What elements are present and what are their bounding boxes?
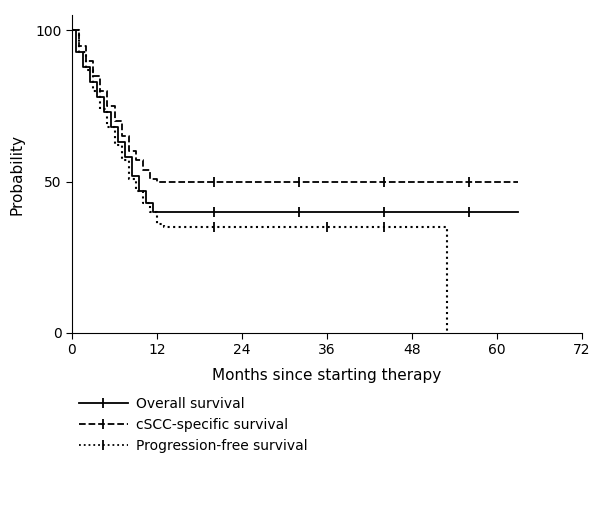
Overall survival [93, 79, 100, 85]
Overall survival [93, 94, 100, 100]
cSCC-specific survival [132, 157, 139, 163]
Progression-free survival [139, 187, 146, 194]
cSCC-specific survival [146, 166, 154, 173]
Overall survival [100, 109, 107, 115]
Progression-free survival [154, 209, 161, 215]
Progression-free survival [76, 28, 83, 34]
Progression-free survival [111, 142, 118, 148]
Overall survival [72, 49, 79, 55]
Progression-free survival [83, 49, 90, 55]
Progression-free survival [154, 221, 161, 227]
Line: Progression-free survival: Progression-free survival [72, 31, 448, 333]
Overall survival [143, 200, 150, 206]
Progression-free survival [68, 28, 76, 34]
Progression-free survival [104, 106, 111, 112]
cSCC-specific survival [125, 133, 132, 139]
Overall survival [515, 209, 522, 215]
Overall survival [115, 124, 122, 130]
Overall survival [68, 28, 76, 34]
cSCC-specific survival [89, 73, 97, 79]
Progression-free survival [97, 106, 104, 112]
cSCC-specific survival [83, 58, 90, 64]
Overall survival [86, 79, 94, 85]
cSCC-specific survival [111, 118, 118, 124]
cSCC-specific survival [118, 133, 125, 139]
Overall survival [115, 139, 122, 145]
Overall survival [150, 209, 157, 215]
cSCC-specific survival [97, 88, 104, 94]
Progression-free survival [444, 330, 451, 336]
Progression-free survival [139, 200, 146, 206]
Legend: Overall survival, cSCC-specific survival, Progression-free survival: Overall survival, cSCC-specific survival… [79, 397, 308, 453]
Overall survival [143, 187, 150, 194]
Progression-free survival [125, 176, 132, 182]
Overall survival [157, 209, 164, 215]
Progression-free survival [132, 176, 139, 182]
Progression-free survival [83, 67, 90, 73]
cSCC-specific survival [515, 179, 522, 185]
cSCC-specific survival [154, 176, 161, 182]
Progression-free survival [118, 157, 125, 163]
Progression-free survival [444, 224, 451, 230]
cSCC-specific survival [515, 179, 522, 185]
cSCC-specific survival [118, 118, 125, 124]
Progression-free survival [444, 224, 451, 230]
Overall survival [79, 49, 86, 55]
cSCC-specific survival [146, 176, 154, 182]
cSCC-specific survival [104, 88, 111, 94]
cSCC-specific survival [76, 28, 83, 34]
Progression-free survival [146, 200, 154, 206]
Progression-free survival [146, 209, 154, 215]
cSCC-specific survival [111, 103, 118, 109]
cSCC-specific survival [89, 58, 97, 64]
Progression-free survival [104, 124, 111, 130]
cSCC-specific survival [154, 179, 161, 185]
cSCC-specific survival [139, 157, 146, 163]
cSCC-specific survival [68, 28, 76, 34]
cSCC-specific survival [132, 148, 139, 155]
Overall survival [107, 109, 115, 115]
Overall survival [157, 209, 164, 215]
X-axis label: Months since starting therapy: Months since starting therapy [212, 368, 442, 383]
Overall survival [86, 63, 94, 70]
Y-axis label: Probability: Probability [9, 134, 24, 215]
Overall survival [122, 139, 129, 145]
Overall survival [150, 200, 157, 206]
Progression-free survival [160, 224, 167, 230]
cSCC-specific survival [125, 148, 132, 155]
Overall survival [136, 187, 143, 194]
Progression-free survival [125, 157, 132, 163]
Progression-free survival [111, 124, 118, 130]
Overall survival [72, 28, 79, 34]
Line: Overall survival: Overall survival [72, 31, 518, 212]
Overall survival [128, 173, 136, 179]
Progression-free survival [444, 224, 451, 230]
Progression-free survival [89, 67, 97, 73]
cSCC-specific survival [139, 166, 146, 173]
Overall survival [100, 94, 107, 100]
Progression-free survival [160, 221, 167, 227]
Progression-free survival [76, 49, 83, 55]
Overall survival [128, 155, 136, 161]
Overall survival [515, 209, 522, 215]
cSCC-specific survival [83, 42, 90, 49]
Progression-free survival [118, 142, 125, 148]
Progression-free survival [132, 187, 139, 194]
Overall survival [107, 124, 115, 130]
Overall survival [136, 173, 143, 179]
cSCC-specific survival [97, 73, 104, 79]
Line: cSCC-specific survival: cSCC-specific survival [72, 31, 518, 182]
Progression-free survival [97, 88, 104, 94]
cSCC-specific survival [76, 42, 83, 49]
Overall survival [79, 63, 86, 70]
cSCC-specific survival [104, 103, 111, 109]
Progression-free survival [89, 88, 97, 94]
Overall survival [122, 155, 129, 161]
